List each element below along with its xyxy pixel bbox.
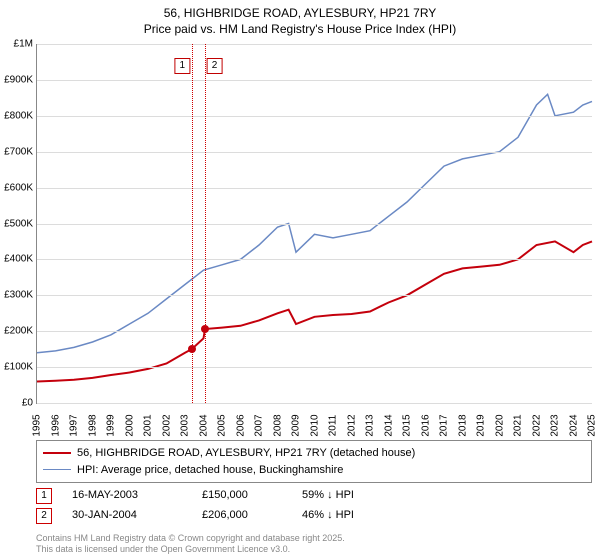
legend-swatch <box>43 469 71 470</box>
sale-date: 30-JAN-2004 <box>72 506 182 526</box>
y-tick-label: £100K <box>4 362 33 373</box>
x-tick-label: 2022 <box>531 414 542 436</box>
legend-label: 56, HIGHBRIDGE ROAD, AYLESBURY, HP21 7RY… <box>77 445 415 462</box>
x-tick-label: 2009 <box>291 414 302 436</box>
sale-vs-hpi: 59% ↓ HPI <box>302 486 392 506</box>
legend-item: 56, HIGHBRIDGE ROAD, AYLESBURY, HP21 7RY… <box>43 445 585 462</box>
marker-box: 1 <box>174 58 190 74</box>
gridline <box>37 152 592 153</box>
sales-table: 1 16-MAY-2003 £150,000 59% ↓ HPI 2 30-JA… <box>36 486 592 526</box>
x-tick-label: 2010 <box>309 414 320 436</box>
copyright: Contains HM Land Registry data © Crown c… <box>36 533 592 556</box>
plot-area: £0£100K£200K£300K£400K£500K£600K£700K£80… <box>36 44 592 404</box>
gridline <box>37 44 592 45</box>
x-tick-label: 2000 <box>124 414 135 436</box>
gridline <box>37 80 592 81</box>
title-line-1: 56, HIGHBRIDGE ROAD, AYLESBURY, HP21 7RY <box>0 6 600 22</box>
chart-container: 56, HIGHBRIDGE ROAD, AYLESBURY, HP21 7RY… <box>0 0 600 560</box>
x-tick-label: 2001 <box>143 414 154 436</box>
x-tick-label: 2012 <box>346 414 357 436</box>
marker-box: 2 <box>207 58 223 74</box>
legend-swatch <box>43 452 71 454</box>
sale-price: £206,000 <box>202 506 282 526</box>
gridline <box>37 295 592 296</box>
x-tick-label: 2019 <box>476 414 487 436</box>
legend: 56, HIGHBRIDGE ROAD, AYLESBURY, HP21 7RY… <box>36 440 592 483</box>
y-tick-label: £700K <box>4 146 33 157</box>
x-tick-label: 1995 <box>32 414 43 436</box>
gridline <box>37 224 592 225</box>
x-tick-label: 1998 <box>87 414 98 436</box>
gridline <box>37 367 592 368</box>
x-tick-label: 2020 <box>494 414 505 436</box>
x-tick-label: 2014 <box>383 414 394 436</box>
y-tick-label: £800K <box>4 110 33 121</box>
x-tick-label: 2015 <box>402 414 413 436</box>
sale-date: 16-MAY-2003 <box>72 486 182 506</box>
table-row: 1 16-MAY-2003 £150,000 59% ↓ HPI <box>36 486 592 506</box>
legend-label: HPI: Average price, detached house, Buck… <box>77 462 343 479</box>
legend-item: HPI: Average price, detached house, Buck… <box>43 462 585 479</box>
sale-price: £150,000 <box>202 486 282 506</box>
x-tick-label: 2007 <box>254 414 265 436</box>
sale-marker-ref: 1 <box>36 488 52 504</box>
x-tick-label: 1997 <box>69 414 80 436</box>
y-tick-label: £1M <box>14 39 33 50</box>
x-tick-label: 2024 <box>568 414 579 436</box>
y-tick-label: £400K <box>4 254 33 265</box>
x-tick-label: 2011 <box>328 415 339 437</box>
title-line-2: Price paid vs. HM Land Registry's House … <box>0 22 600 38</box>
x-tick-label: 2003 <box>180 414 191 436</box>
x-tick-label: 2004 <box>198 414 209 436</box>
x-tick-label: 1996 <box>50 414 61 436</box>
x-tick-label: 2021 <box>513 414 524 436</box>
y-tick-label: £500K <box>4 218 33 229</box>
gridline <box>37 403 592 404</box>
chart-title: 56, HIGHBRIDGE ROAD, AYLESBURY, HP21 7RY… <box>0 0 600 37</box>
x-tick-label: 1999 <box>106 414 117 436</box>
table-row: 2 30-JAN-2004 £206,000 46% ↓ HPI <box>36 506 592 526</box>
y-tick-label: £900K <box>4 74 33 85</box>
x-tick-label: 2013 <box>365 414 376 436</box>
x-tick-label: 2018 <box>457 414 468 436</box>
x-tick-label: 2017 <box>439 414 450 436</box>
x-tick-label: 2002 <box>161 414 172 436</box>
copyright-line-2: This data is licensed under the Open Gov… <box>36 544 592 556</box>
sale-vs-hpi: 46% ↓ HPI <box>302 506 392 526</box>
gridline <box>37 188 592 189</box>
x-tick-label: 2005 <box>217 414 228 436</box>
copyright-line-1: Contains HM Land Registry data © Crown c… <box>36 533 592 545</box>
sale-marker-ref: 2 <box>36 508 52 524</box>
x-tick-label: 2016 <box>420 414 431 436</box>
marker-vline <box>205 44 206 403</box>
x-tick-label: 2025 <box>587 414 598 436</box>
y-tick-label: £0 <box>22 398 33 409</box>
y-tick-label: £200K <box>4 326 33 337</box>
sale-dot <box>188 345 196 353</box>
x-tick-label: 2023 <box>550 414 561 436</box>
gridline <box>37 259 592 260</box>
series-price_paid <box>37 241 592 381</box>
gridline <box>37 331 592 332</box>
gridline <box>37 116 592 117</box>
y-tick-label: £300K <box>4 290 33 301</box>
x-tick-label: 2008 <box>272 414 283 436</box>
x-tick-label: 2006 <box>235 414 246 436</box>
sale-dot <box>201 325 209 333</box>
y-tick-label: £600K <box>4 182 33 193</box>
